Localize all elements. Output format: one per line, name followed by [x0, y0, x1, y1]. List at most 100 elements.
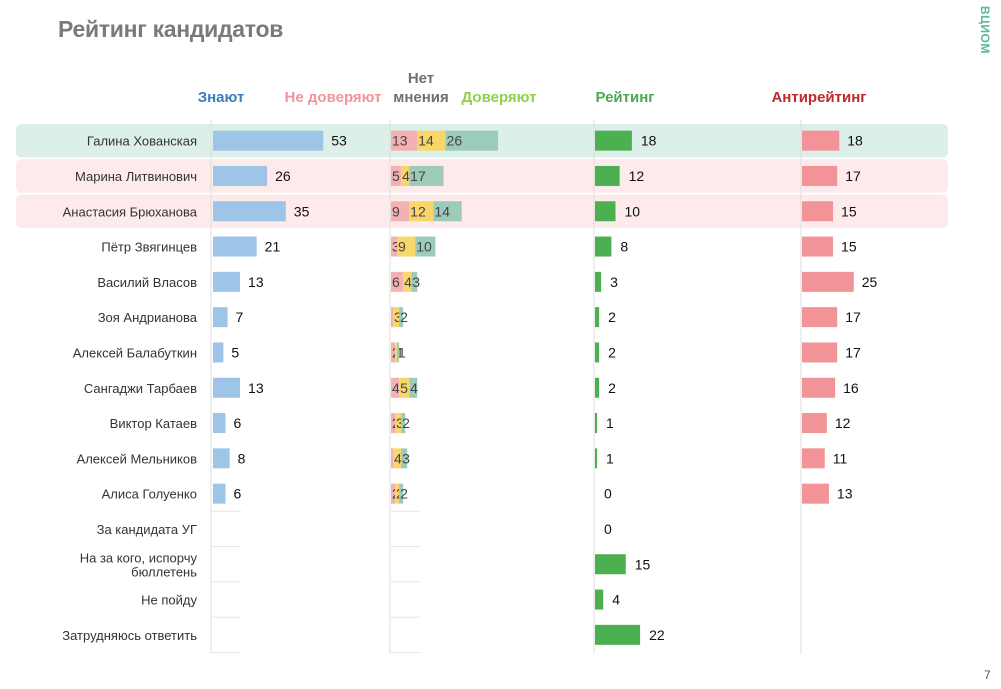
know-value: 5 — [231, 344, 239, 360]
rating-bar — [595, 554, 626, 575]
trust-stack-segment — [391, 130, 418, 151]
gridlines — [210, 120, 802, 654]
trust-stack-segment — [391, 236, 398, 257]
antirating-bar — [802, 201, 834, 222]
rating-value: 22 — [649, 627, 665, 643]
trust-stack-segment — [433, 201, 462, 222]
know-bar — [213, 307, 228, 328]
trust-stack-value: 9 — [392, 203, 400, 219]
rating-value: 1 — [606, 450, 614, 466]
rating-value: 3 — [610, 274, 618, 290]
trust-stack-segment — [391, 307, 394, 328]
know-value: 8 — [238, 450, 246, 466]
rating-value: 0 — [604, 521, 612, 537]
know-bar — [213, 342, 224, 363]
antirating-bar — [802, 448, 825, 469]
antirating-bar — [802, 483, 829, 504]
brand-logo: ВЦИОМ — [978, 6, 992, 54]
trust-stack-segment — [391, 483, 396, 504]
rating-value: 18 — [641, 133, 657, 149]
antirating-value: 17 — [845, 309, 861, 325]
know-value: 7 — [236, 309, 244, 325]
header-trust: Доверяют — [462, 89, 537, 106]
candidate-label: Зоя Андрианова — [98, 310, 198, 325]
know-value: 26 — [275, 168, 291, 184]
candidate-label-line: бюллетень — [131, 564, 197, 579]
know-value: 13 — [248, 274, 264, 290]
rating-bar — [595, 201, 616, 222]
candidate-label: Сангаджи Тарбаев — [84, 381, 197, 396]
trust-stack-segment — [397, 236, 416, 257]
rating-value: 12 — [629, 168, 645, 184]
trust-stack-segment — [393, 448, 402, 469]
trust-stack-value: 3 — [396, 415, 404, 431]
trust-stack-segment — [403, 271, 412, 292]
know-value: 35 — [294, 203, 310, 219]
trust-stack-value: 5 — [392, 168, 400, 184]
candidate-label: На за кого, испорчу бюллетень — [80, 550, 198, 579]
trust-stack-segment — [395, 483, 400, 504]
rating-bar — [595, 448, 598, 469]
candidate-label: Алексей Мельников — [77, 451, 198, 466]
trust-stack-value: 2 — [402, 415, 410, 431]
candidate-label: За кандидата УГ — [97, 522, 197, 537]
rating-value: 2 — [608, 309, 616, 325]
header-no-opinion-line1: Нет — [408, 70, 434, 87]
rating-bar — [595, 342, 600, 363]
trust-stack-value: 1 — [396, 344, 404, 360]
header-antirating: Антирейтинг — [771, 89, 866, 106]
trust-stack-value: 9 — [398, 239, 406, 255]
candidate-label: Анастасия Брюханова — [63, 204, 198, 219]
antirating-value: 17 — [845, 168, 861, 184]
rating-bar — [595, 589, 604, 610]
trust-stack-segment — [445, 130, 499, 151]
antirating-bar — [802, 236, 834, 257]
rating-value: 0 — [604, 486, 612, 502]
antirating-value: 25 — [862, 274, 878, 290]
trust-stack-segment — [391, 271, 404, 292]
candidate-label: Пётр Звягинцев — [101, 240, 197, 255]
trust-stack-value: 5 — [400, 380, 408, 396]
antirating-value: 13 — [837, 486, 853, 502]
antirating-value: 12 — [835, 415, 851, 431]
rating-value: 2 — [608, 380, 616, 396]
trust-stack-value: 10 — [416, 239, 432, 255]
rating-value: 1 — [606, 415, 614, 431]
trust-stack-value: 14 — [434, 203, 450, 219]
trust-stack-segment — [395, 342, 398, 363]
antirating-bar — [802, 271, 854, 292]
rating-value: 15 — [635, 556, 651, 572]
antirating-value: 15 — [841, 239, 857, 255]
trust-stack-segment — [395, 413, 402, 434]
trust-stack-value: 3 — [394, 309, 402, 325]
know-bar — [213, 483, 226, 504]
know-value: 6 — [233, 415, 241, 431]
rating-bar — [595, 236, 612, 257]
rating-bar — [595, 377, 600, 398]
column-headers: Знают Не доверяют Нет мнения Доверяют Ре… — [198, 70, 867, 106]
know-bar — [213, 413, 226, 434]
rating-bar — [595, 165, 620, 186]
trust-stack-value: 14 — [418, 133, 434, 149]
candidate-label: Затрудняюсь ответить — [62, 628, 197, 643]
slide-title: Рейтинг кандидатов — [58, 16, 284, 42]
candidate-label: Галина Хованская — [87, 134, 197, 149]
know-value: 53 — [331, 133, 347, 149]
know-bar — [213, 165, 268, 186]
trust-stack-segment — [397, 342, 400, 363]
header-know: Знают — [198, 89, 245, 106]
trust-stack-value: 6 — [392, 274, 400, 290]
antirating-value: 18 — [847, 133, 863, 149]
antirating-bar — [802, 413, 827, 434]
rating-value: 8 — [620, 239, 628, 255]
trust-stack-value: 3 — [412, 274, 420, 290]
trust-stack-value: 2 — [400, 486, 408, 502]
trust-stack-segment — [409, 201, 434, 222]
trust-stack-value: 4 — [404, 274, 412, 290]
candidate-label: Виктор Катаев — [110, 416, 197, 431]
trust-stack-value: 4 — [410, 380, 418, 396]
rating-value: 2 — [608, 344, 616, 360]
trust-stack-segment — [411, 271, 418, 292]
trust-stack-value: 4 — [402, 168, 410, 184]
